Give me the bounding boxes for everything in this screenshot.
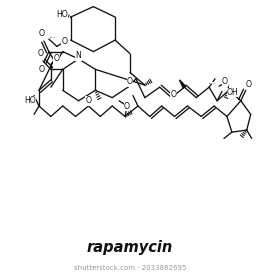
Text: OH: OH xyxy=(227,88,239,97)
Text: O: O xyxy=(54,54,60,64)
Text: O: O xyxy=(39,29,45,38)
Text: O: O xyxy=(38,49,44,58)
Text: O: O xyxy=(62,37,68,46)
Text: O: O xyxy=(171,90,177,99)
Text: N: N xyxy=(76,51,81,60)
Text: O: O xyxy=(124,102,130,111)
Text: O: O xyxy=(127,78,133,87)
Text: HO: HO xyxy=(24,96,36,105)
Text: O: O xyxy=(246,80,252,88)
Text: HO: HO xyxy=(56,10,68,20)
Polygon shape xyxy=(179,80,186,88)
Text: O: O xyxy=(222,78,228,87)
Text: O: O xyxy=(39,65,45,74)
Text: methoxy: methoxy xyxy=(50,36,56,38)
Text: O: O xyxy=(86,96,92,105)
Text: rapamycin: rapamycin xyxy=(87,240,173,255)
Text: shutterstock.com · 2033862695: shutterstock.com · 2033862695 xyxy=(74,265,186,271)
Text: methoxy2: methoxy2 xyxy=(209,82,216,84)
